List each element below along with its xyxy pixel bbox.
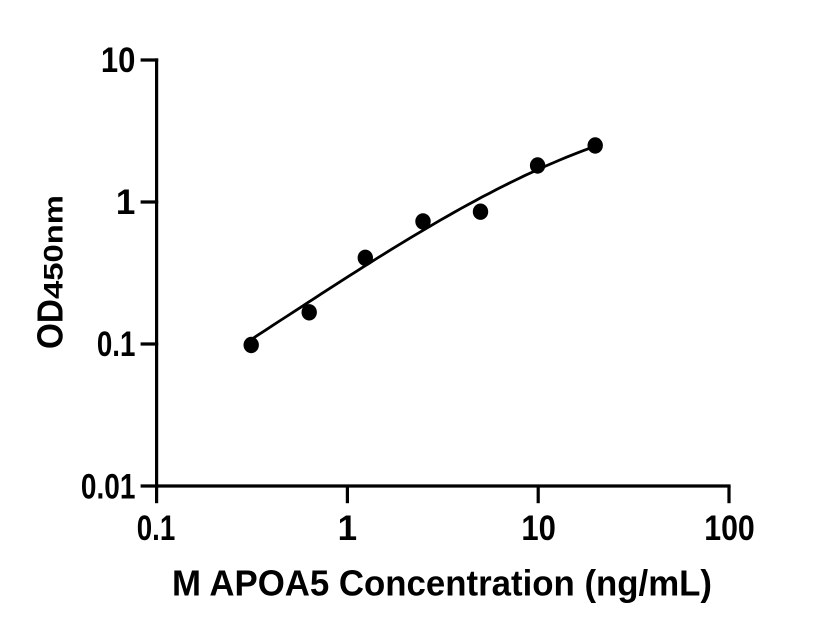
svg-text:10: 10 bbox=[521, 509, 556, 548]
svg-text:1: 1 bbox=[116, 183, 135, 222]
svg-text:100: 100 bbox=[704, 509, 755, 548]
svg-text:0.1: 0.1 bbox=[137, 509, 176, 548]
svg-text:M APOA5 Concentration (ng/mL): M APOA5 Concentration (ng/mL) bbox=[172, 562, 712, 603]
svg-text:0.1: 0.1 bbox=[97, 325, 136, 364]
svg-text:0.01: 0.01 bbox=[81, 467, 136, 506]
svg-text:1: 1 bbox=[338, 509, 357, 548]
svg-text:10: 10 bbox=[101, 41, 136, 80]
svg-text:OD450nm: OD450nm bbox=[29, 195, 70, 349]
